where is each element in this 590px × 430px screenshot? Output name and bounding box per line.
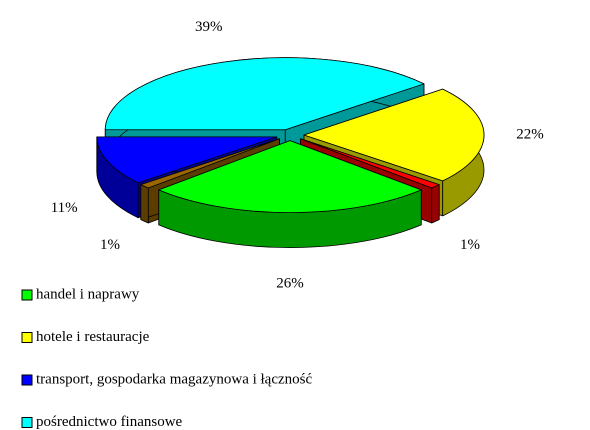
- slice: [303, 88, 485, 182]
- data-label: 39%: [195, 19, 223, 35]
- slice: [158, 140, 422, 213]
- slice: [140, 138, 280, 189]
- slice-side: [140, 184, 149, 224]
- legend-swatch: [21, 332, 33, 343]
- data-label: 22%: [516, 126, 544, 142]
- legend-label: hotele i restauracje: [36, 329, 150, 345]
- data-label: 11%: [51, 200, 78, 216]
- legend-swatch: [21, 374, 33, 386]
- data-label: 26%: [276, 275, 304, 291]
- data-label: 1%: [100, 237, 120, 253]
- legend-swatch: [21, 417, 33, 428]
- slice: [300, 138, 440, 189]
- legend-label: transport, gospodarka magazynowa i łączn…: [36, 371, 312, 387]
- legend-label: handel i naprawy: [36, 286, 140, 302]
- slice-side: [431, 184, 440, 224]
- legend-swatch: [21, 289, 33, 301]
- slice: [104, 57, 425, 131]
- data-label: 1%: [460, 237, 480, 253]
- legend-label: pośrednictwo finansowe: [36, 414, 183, 430]
- slice: [96, 136, 278, 184]
- slice: [158, 140, 422, 248]
